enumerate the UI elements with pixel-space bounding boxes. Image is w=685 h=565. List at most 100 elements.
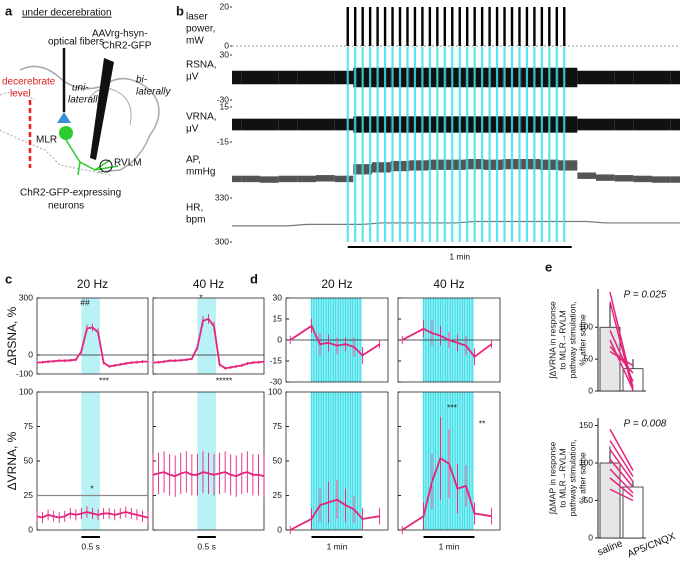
y-tick-label: 25	[24, 490, 34, 500]
y-axis-label: pathway stimulation,	[567, 439, 577, 516]
signal-band	[241, 175, 260, 183]
signal-band	[633, 118, 652, 131]
paired-line	[609, 477, 634, 498]
y-tick-label: 0	[28, 524, 33, 534]
mean-line	[401, 327, 493, 359]
signal-band	[334, 175, 354, 183]
panel-letter: b	[176, 3, 184, 18]
signal-line	[232, 220, 680, 227]
y-tick-label: -30	[270, 376, 283, 386]
plot-title: 40 Hz	[433, 277, 464, 291]
y-tick-label: -100	[16, 368, 33, 378]
signal-band	[521, 116, 540, 133]
y-axis-label: ΔVRNA, %	[5, 431, 19, 490]
y-tick-label: 25	[273, 490, 283, 500]
signal-band	[633, 175, 652, 183]
scale-label: 1 min	[439, 541, 460, 551]
p-value: P = 0.008	[624, 419, 667, 430]
signal-band	[409, 160, 428, 171]
significance: *	[199, 292, 203, 302]
label: optical fibers	[48, 37, 104, 48]
y-tick-label: 50	[584, 495, 594, 505]
trace-label: mW	[186, 36, 204, 47]
paired-line	[609, 330, 634, 382]
y-tick-label: 15	[220, 101, 230, 111]
signal-band	[652, 118, 671, 131]
signal-band	[484, 67, 503, 88]
signal-band	[652, 70, 671, 85]
brain-outline	[0, 91, 111, 176]
y-tick-label: -15	[270, 355, 283, 365]
scale-label: 1 min	[449, 251, 470, 261]
p-value: P = 0.025	[624, 290, 667, 301]
y-tick-label: 50	[273, 455, 283, 465]
signal-band	[521, 159, 540, 170]
signal-band	[297, 118, 316, 131]
stim-period	[81, 392, 100, 530]
plot-frame	[36, 297, 149, 375]
label: AAVrg-hsyn-	[92, 29, 148, 40]
trace-label: HR,	[186, 203, 203, 214]
trace-label: μV	[186, 124, 199, 135]
scale-label: 0.5 s	[81, 541, 99, 551]
signal-band	[577, 70, 596, 85]
signal-band	[316, 70, 335, 85]
mean-line	[289, 498, 380, 531]
mean-line	[401, 456, 492, 531]
label: decerebrate	[2, 77, 56, 88]
signal-band	[372, 116, 391, 133]
label: laterally	[68, 95, 103, 106]
scale-label: 1 min	[327, 541, 348, 551]
label: RVLM	[114, 158, 142, 169]
axons	[65, 139, 119, 176]
y-axis-label: ∫ΔMAP in response	[547, 441, 557, 515]
signal-band	[334, 118, 354, 131]
panel-letter: c	[5, 271, 12, 286]
paired-line	[609, 345, 634, 374]
paired-line	[609, 301, 634, 392]
signal-band	[558, 116, 578, 133]
signal-band	[614, 175, 634, 182]
signal-band	[484, 159, 503, 170]
y-tick-label: 30	[220, 49, 230, 59]
significance: *	[90, 483, 94, 493]
signal-band	[409, 116, 428, 133]
brain-outline	[87, 87, 132, 126]
mean-line	[36, 326, 148, 368]
paired-line	[609, 458, 634, 488]
y-tick-label: 0	[277, 334, 282, 344]
signal-band	[278, 175, 298, 183]
paired-line	[609, 440, 634, 477]
signal-band	[316, 175, 335, 182]
y-axis-label: ΔRSNA, %	[5, 306, 19, 365]
mlr-neurons	[59, 126, 73, 140]
y-axis-label: % after saline	[577, 314, 587, 366]
y-tick-label: 100	[19, 386, 33, 396]
signal-band	[633, 70, 652, 85]
label: ChR2-GFP-expressing	[20, 188, 121, 199]
paired-line	[609, 339, 634, 391]
signal-band	[484, 116, 503, 133]
signal-band	[614, 70, 634, 85]
y-tick-label: 330	[215, 192, 229, 202]
bar	[599, 462, 621, 539]
bar	[622, 486, 644, 539]
signal-band	[241, 70, 260, 85]
plot-frame	[152, 297, 265, 375]
bar	[599, 326, 621, 392]
signal-band	[232, 70, 242, 85]
panel-letter: a	[5, 3, 13, 18]
trace-label: AP,	[186, 155, 201, 166]
y-tick-label: 20	[220, 1, 230, 11]
x-tick-label: saline	[596, 538, 625, 558]
signal-band	[670, 118, 680, 131]
panel-letter: e	[545, 259, 552, 274]
signal-band	[232, 175, 242, 183]
mean-line	[152, 317, 265, 370]
signal-band	[614, 118, 634, 131]
y-tick-label: 15	[273, 313, 283, 323]
trace-label: bpm	[186, 215, 205, 226]
trace-label: mmHg	[186, 167, 215, 178]
